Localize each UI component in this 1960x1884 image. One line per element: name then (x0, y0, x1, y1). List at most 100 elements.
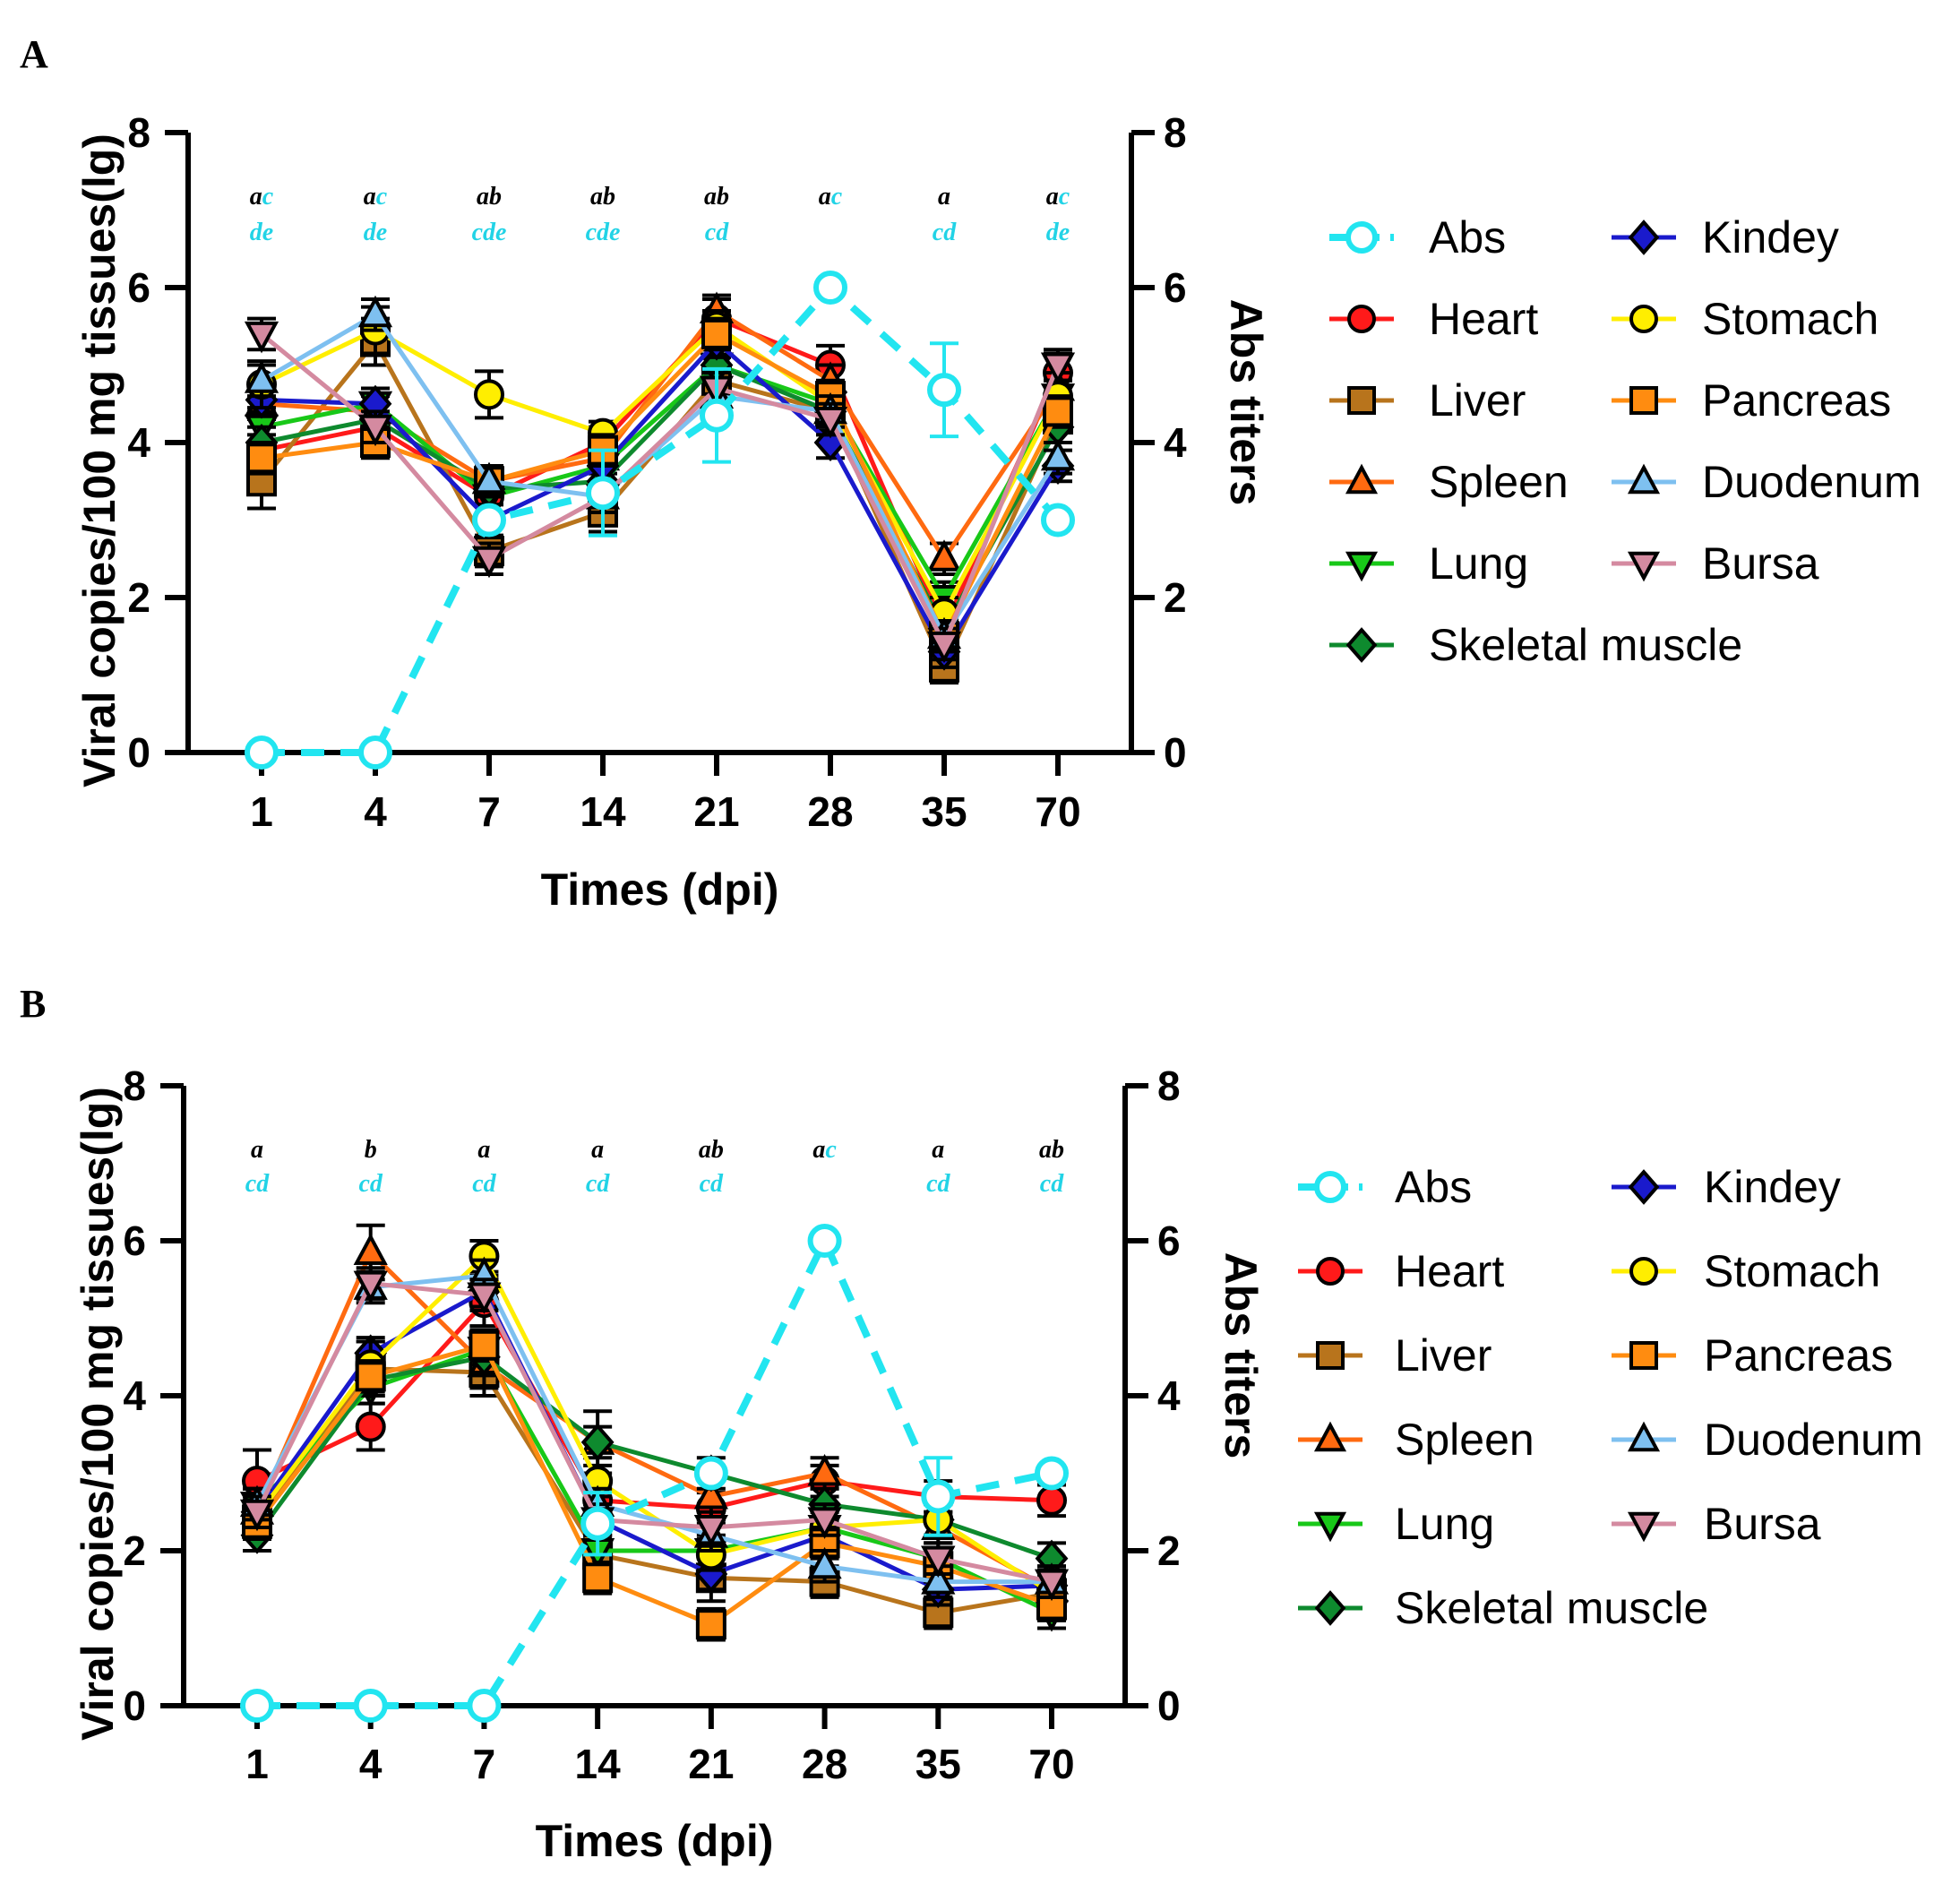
significance-part: c (831, 183, 843, 211)
significance-part: ab (477, 183, 502, 211)
legend-marker (1314, 1171, 1346, 1203)
legend-item: Liver (1298, 1330, 1491, 1381)
legend-marker (1345, 221, 1378, 254)
series-line (255, 1343, 1053, 1627)
legend-item: Duodenum (1612, 1415, 1923, 1465)
data-point (926, 631, 962, 664)
series-line (260, 312, 1061, 639)
legend-item: Duodenum (1612, 457, 1921, 507)
data-point (472, 503, 506, 538)
data-point (471, 461, 507, 495)
data-point (812, 407, 848, 439)
y2-tick-label: 4 (1164, 419, 1187, 466)
data-point (693, 1476, 728, 1510)
legend-item: Liver (1329, 375, 1526, 426)
significance-part: c (1059, 183, 1070, 211)
significance-top: ab (477, 183, 502, 211)
legend: Abs Heart Liver Spleen Lung Skeletal muscle Ki… (1298, 1162, 1923, 1633)
y-tick-label: 2 (123, 1527, 146, 1574)
data-point (244, 361, 279, 393)
significance-part: ab (1039, 1136, 1064, 1164)
y-tick-label: 4 (123, 1372, 146, 1419)
y2-axis-title: Abs titers (1216, 1252, 1266, 1459)
significance-part: a (938, 183, 950, 211)
legend-item: Stomach (1612, 1246, 1880, 1296)
data-point (1041, 503, 1075, 538)
legend-label: Heart (1429, 294, 1538, 344)
significance-bottom: cd (586, 1170, 610, 1198)
legend-item: Pancreas (1612, 375, 1891, 426)
significance-top: ab (1039, 1136, 1064, 1164)
data-point (921, 1545, 956, 1579)
data-point (467, 1689, 502, 1723)
legend-marker (1345, 551, 1379, 582)
significance-part: a (932, 1136, 944, 1164)
significance-part: ab (704, 183, 729, 211)
data-point (582, 1562, 614, 1594)
x-tick-label: 14 (580, 788, 626, 835)
y-tick-label: 0 (127, 729, 150, 776)
x-tick-label: 14 (575, 1741, 622, 1787)
significance-top: ab (704, 183, 729, 211)
legend-label: Abs (1395, 1162, 1472, 1212)
significance-bottom: cd (358, 1170, 383, 1198)
data-point (471, 546, 507, 579)
legend-item: Lung (1329, 538, 1528, 589)
significance-top: ab (590, 183, 615, 211)
data-point (355, 1361, 386, 1392)
legend-label: Bursa (1702, 538, 1819, 589)
legend-marker (1629, 305, 1658, 333)
legend-item: Abs (1298, 1162, 1472, 1212)
x-tick-label: 4 (364, 788, 387, 835)
significance-top: a (477, 1136, 490, 1164)
series-abs (245, 271, 1075, 770)
legend-marker (1627, 551, 1661, 582)
x-tick-label: 35 (916, 1741, 961, 1787)
data-point (357, 414, 393, 447)
significance-part: b (365, 1136, 377, 1164)
significance-part: a (477, 1136, 490, 1164)
legend: Abs Heart Liver Spleen Lung Skeletal muscle Ki… (1329, 212, 1921, 670)
significance-part: a (591, 1136, 604, 1164)
x-tick-label: 21 (693, 788, 739, 835)
legend-marker (1345, 627, 1378, 663)
x-tick-label: 1 (250, 788, 273, 835)
series-line (260, 331, 1061, 647)
legend-marker (1629, 1257, 1658, 1286)
panel-label: A (20, 32, 48, 76)
significance-part: a (251, 1136, 263, 1164)
significance-top: a (938, 183, 950, 211)
legend-marker (1314, 1590, 1346, 1626)
significance-top: ac (812, 1136, 837, 1164)
y-axis-title: Viral copies/100 mg tissues(lg) (74, 133, 125, 787)
data-point (807, 1454, 842, 1486)
data-point (693, 1456, 728, 1491)
x-tick-label: 7 (477, 788, 501, 835)
series-line (262, 284, 1062, 756)
significance-part: ab (590, 183, 615, 211)
significance-bottom: cd (933, 219, 957, 246)
panel-label: B (20, 982, 46, 1026)
x-tick-label: 4 (359, 1741, 383, 1787)
significance-bottom: cd (245, 1170, 270, 1198)
data-point (580, 1506, 615, 1541)
series-line (254, 1281, 1053, 1585)
significance-part: a (812, 1136, 825, 1164)
data-point (927, 373, 961, 408)
y2-tick-label: 0 (1157, 1682, 1181, 1729)
legend-item: Stomach (1612, 294, 1878, 344)
legend-label: Kindey (1704, 1162, 1841, 1212)
y2-tick-label: 6 (1164, 264, 1187, 311)
significance-top: b (365, 1136, 377, 1164)
significance-bottom: cde (586, 219, 621, 246)
y2-tick-label: 4 (1157, 1372, 1181, 1419)
legend-marker (1627, 1511, 1661, 1543)
data-point (239, 1499, 275, 1532)
significance-part: a (364, 183, 376, 211)
significance-part: a (250, 183, 262, 211)
significance-bottom: cd (705, 219, 729, 246)
legend-item: Bursa (1612, 538, 1819, 589)
data-point (245, 736, 279, 770)
